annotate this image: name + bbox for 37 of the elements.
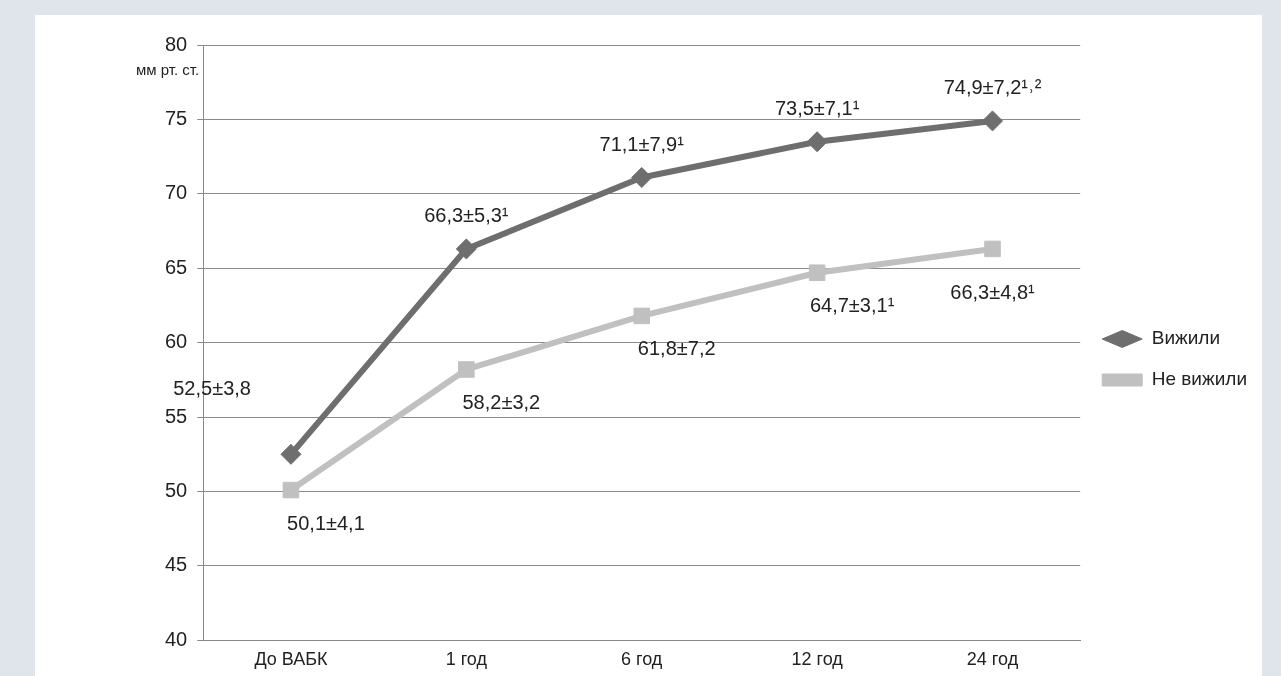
point: [808, 264, 826, 282]
point: [455, 238, 477, 260]
data-label: 74,9±7,2¹˒²: [943, 76, 1042, 99]
point: [633, 307, 650, 325]
point: [806, 131, 828, 153]
x-tick-label: 1 год: [445, 649, 488, 670]
y-axis-title: мм рт. ст.: [136, 61, 200, 79]
y-tick-label: 45: [165, 553, 188, 576]
legend-label: Вижили: [1151, 327, 1221, 349]
data-label: 50,1±4,1: [287, 511, 365, 534]
data-label: 61,8±7,2: [637, 337, 716, 360]
data-label: 52,5±3,8: [173, 376, 251, 399]
data-label: 66,3±4,8¹: [950, 281, 1036, 304]
point: [631, 166, 653, 188]
data-label: 58,2±3,2: [462, 391, 541, 414]
x-tick-label: 12 год: [791, 649, 844, 670]
data-label: 64,7±3,1¹: [809, 294, 895, 317]
x-tick-label: 6 год: [621, 649, 663, 670]
point: [282, 481, 300, 499]
data-label: 66,3±5,3¹: [424, 204, 509, 227]
data-label: 71,1±7,9¹: [599, 132, 685, 155]
point: [984, 240, 1001, 258]
y-tick-label: 75: [165, 106, 188, 129]
data-label: 73,5±7,1¹: [774, 97, 860, 120]
y-tick-label: 65: [165, 255, 188, 278]
y-tick-label: 80: [165, 32, 188, 55]
legend-label: Не вижили: [1151, 368, 1247, 390]
x-tick-label: 24 год: [966, 649, 1019, 670]
point: [280, 443, 302, 465]
point: [982, 110, 1004, 132]
y-tick-label: 60: [165, 330, 188, 353]
y-tick-label: 70: [165, 181, 188, 204]
y-tick-label: 40: [165, 627, 188, 650]
y-tick-label: 55: [165, 404, 188, 427]
y-tick-label: 50: [165, 479, 188, 502]
x-tick-label: До ВАБК: [254, 649, 329, 670]
point: [458, 361, 475, 378]
